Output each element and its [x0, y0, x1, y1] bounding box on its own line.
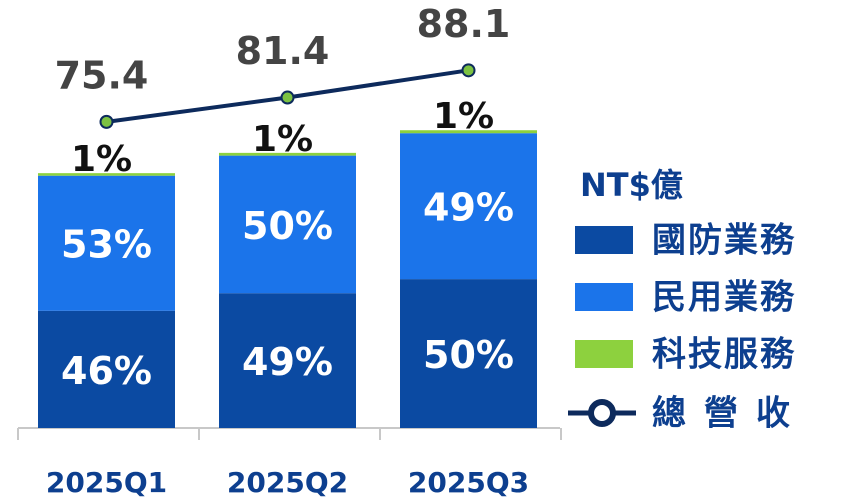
legend-label: 國防業務 — [652, 221, 796, 261]
value-label: 50% — [423, 333, 514, 377]
line-label: 88.1 — [417, 2, 511, 46]
value-label: 49% — [242, 340, 333, 384]
legend-swatch — [575, 226, 633, 254]
value-label: 1% — [252, 119, 313, 160]
value-label: 1% — [433, 96, 494, 137]
legend-label: 科技服務 — [652, 335, 796, 375]
bar-segment — [400, 130, 537, 134]
bar-segment — [38, 310, 175, 428]
bar-segment — [38, 175, 175, 311]
value-label: 1% — [71, 139, 132, 180]
legend-swatch — [575, 340, 633, 368]
legend-marker — [588, 399, 616, 427]
value-label: 53% — [61, 223, 152, 267]
legend-label: 民用業務 — [652, 278, 796, 318]
legend-swatch — [575, 283, 633, 311]
bar-segment — [400, 133, 537, 280]
line-label: 75.4 — [55, 53, 149, 97]
bar-segment — [38, 173, 175, 176]
bar-segment — [219, 152, 356, 156]
value-label: 49% — [423, 186, 514, 230]
line-marker — [461, 63, 476, 78]
line-marker — [99, 114, 114, 129]
legend-label: 總營收 — [652, 394, 808, 434]
line-label: 81.4 — [236, 29, 330, 73]
bar-segment — [219, 293, 356, 428]
value-label: 50% — [242, 204, 333, 248]
bar-segment — [400, 279, 537, 428]
line-marker — [280, 90, 295, 105]
bar-segment — [219, 155, 356, 294]
value-label: 46% — [61, 349, 152, 393]
x-tick-label: 2025Q2 — [227, 466, 348, 499]
legend-title: NT$億 — [580, 166, 683, 204]
x-tick-label: 2025Q1 — [46, 466, 167, 499]
x-tick-label: 2025Q3 — [408, 466, 529, 499]
